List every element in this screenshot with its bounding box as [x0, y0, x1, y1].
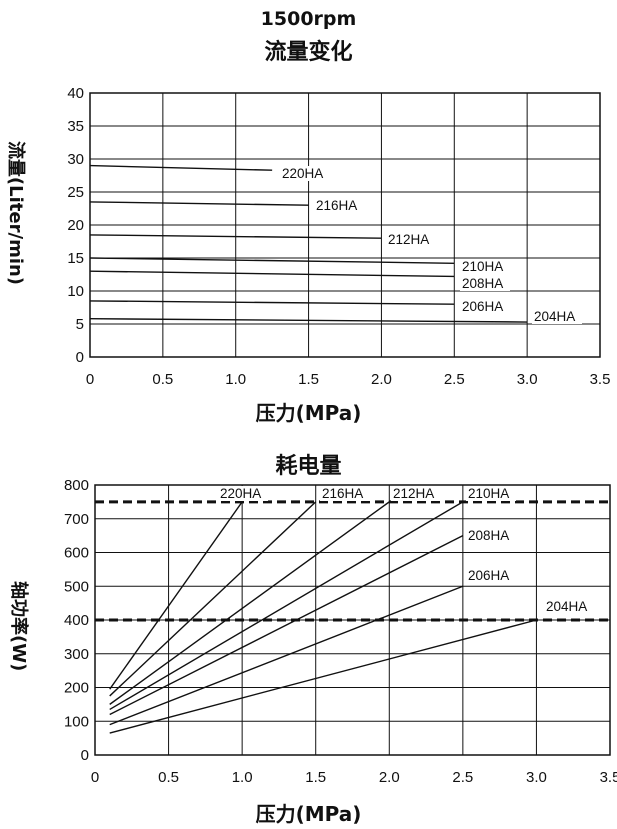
chart1-x-tick-label: 0 — [86, 371, 94, 388]
chart2-series-line — [110, 502, 316, 696]
chart2-series-label: 210HA — [468, 486, 509, 501]
chart1-series-label: 216HA — [316, 198, 357, 213]
chart2-series-label: 220HA — [220, 486, 261, 501]
chart1-y-tick-label: 30 — [67, 151, 84, 168]
chart2-series-line — [110, 586, 463, 724]
chart2-series-line — [110, 502, 463, 710]
chart2-x-tick-label: 1.5 — [305, 769, 326, 786]
chart2-x-tick-label: 3.5 — [600, 769, 617, 786]
chart1-x-tick-label: 3.0 — [517, 371, 538, 388]
chart1-x-tick-label: 1.5 — [298, 371, 319, 388]
chart1-x-tick-label: 0.5 — [152, 371, 173, 388]
chart1-y-tick-label: 0 — [76, 349, 84, 366]
chart2-x-tick-label: 1.0 — [232, 769, 253, 786]
chart2-series-label: 216HA — [322, 486, 363, 501]
chart1-series-label: 210HA — [462, 259, 503, 274]
chart1-y-tick-label: 5 — [76, 316, 84, 333]
chart2-y-tick-label: 500 — [64, 578, 89, 595]
chart2-series-label: 208HA — [468, 528, 509, 543]
chart1-series-line — [90, 271, 454, 276]
chart2-y-tick-label: 800 — [64, 477, 89, 494]
chart1-x-tick-label: 3.5 — [590, 371, 611, 388]
chart2-series-label: 212HA — [393, 486, 434, 501]
chart2-x-tick-label: 3.0 — [526, 769, 547, 786]
chart2-series-label: 204HA — [546, 599, 587, 614]
chart2-series-line — [110, 620, 537, 733]
chart1-series-line — [90, 202, 309, 205]
chart1-series-line — [90, 258, 454, 263]
chart1-y-tick-label: 15 — [67, 250, 84, 267]
chart1-series-line — [90, 166, 272, 171]
chart2-series-line — [110, 502, 242, 689]
chart1-series-label: 220HA — [282, 166, 323, 181]
chart2-y-tick-label: 700 — [64, 511, 89, 528]
chart1-x-tick-label: 2.0 — [371, 371, 392, 388]
chart1-y-tick-label: 35 — [67, 118, 84, 135]
chart1-y-tick-label: 20 — [67, 217, 84, 234]
chart1-series-label: 206HA — [462, 299, 503, 314]
chart2-series-label: 206HA — [468, 568, 509, 583]
chart2-y-tick-label: 600 — [64, 545, 89, 562]
chart2-x-tick-label: 2.5 — [452, 769, 473, 786]
chart2-x-tick-label: 0.5 — [158, 769, 179, 786]
chart2-y-tick-label: 300 — [64, 646, 89, 663]
chart2-x-tick-label: 0 — [91, 769, 99, 786]
chart2-series-line — [110, 502, 390, 705]
chart2-x-tick-label: 2.0 — [379, 769, 400, 786]
chart1-y-tick-label: 25 — [67, 184, 84, 201]
chart2-y-tick-label: 400 — [64, 612, 89, 629]
chart1-series-label: 204HA — [534, 309, 575, 324]
chart1-series-label: 208HA — [462, 276, 503, 291]
chart2-y-tick-label: 200 — [64, 680, 89, 697]
chart1-y-tick-label: 40 — [67, 85, 84, 102]
chart1-y-tick-label: 10 — [67, 283, 84, 300]
chart2-y-tick-label: 100 — [64, 713, 89, 730]
chart1-x-tick-label: 1.0 — [225, 371, 246, 388]
chart1-series-line — [90, 301, 454, 304]
chart1-x-tick-label: 2.5 — [444, 371, 465, 388]
chart2-y-tick-label: 0 — [81, 747, 89, 764]
chart1-series-label: 212HA — [388, 232, 429, 247]
